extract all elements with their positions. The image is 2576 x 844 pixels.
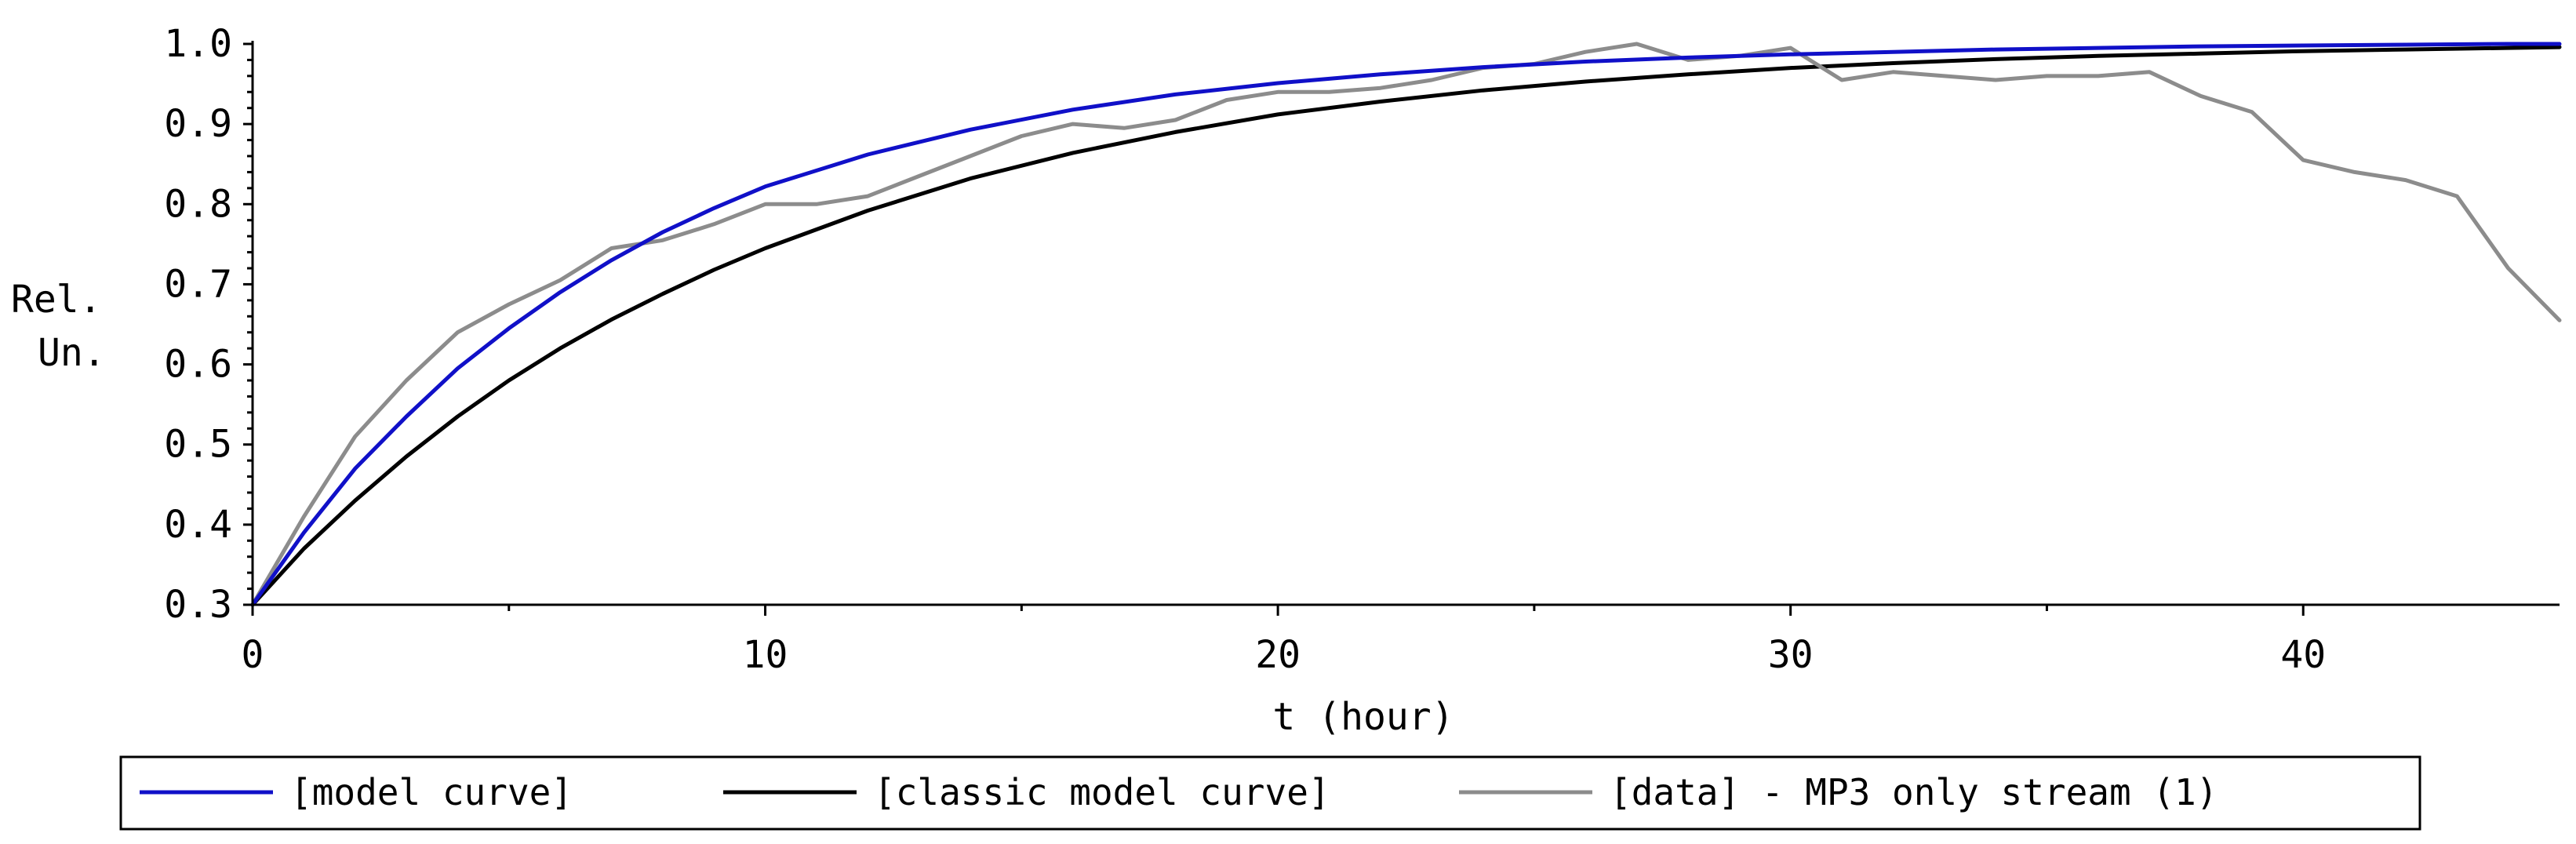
legend-items: [model curve] [classic model curve] [data]… bbox=[140, 771, 2218, 813]
series-line-2 bbox=[250, 42, 2562, 607]
y-tick-label: 0.8 bbox=[164, 182, 232, 226]
series-layer bbox=[250, 42, 2562, 607]
y-tick-label: 0.7 bbox=[164, 262, 232, 306]
y-tick-label: 0.5 bbox=[164, 423, 232, 467]
legend-label-2: [data] - MP3 only stream (1) bbox=[1610, 771, 2218, 813]
y-tick-label: 0.4 bbox=[164, 503, 232, 547]
xlabel: t (hour) bbox=[1272, 695, 1454, 739]
ylabel-line-2: Un. bbox=[38, 331, 106, 375]
x-tick-label: 30 bbox=[1768, 633, 1814, 677]
y-tick-label: 0.6 bbox=[164, 343, 232, 387]
series-line-0 bbox=[250, 42, 2562, 607]
legend-label-0: [model curve] bbox=[290, 771, 573, 813]
y-tick-label: 0.3 bbox=[164, 583, 232, 627]
x-tick-label: 10 bbox=[743, 633, 788, 677]
axes-layer: 0.3 0.4 0.5 0.6 0.7 0.8 0.9 1.0 0 10 20 30 40 bbox=[164, 22, 2560, 677]
y-tick-label: 1.0 bbox=[164, 22, 232, 66]
y-tick-label: 0.9 bbox=[164, 102, 232, 146]
x-tick-label: 20 bbox=[1255, 633, 1301, 677]
legend: [model curve] [classic model curve] [data]… bbox=[119, 755, 2421, 831]
legend-label-1: [classic model curve] bbox=[874, 771, 1330, 813]
x-tick-label: 0 bbox=[242, 633, 264, 677]
ylabel-line-1: Rel. bbox=[11, 278, 102, 322]
series-line-1 bbox=[250, 45, 2562, 607]
x-tick-label: 40 bbox=[2280, 633, 2326, 677]
legend-box bbox=[119, 755, 2421, 831]
